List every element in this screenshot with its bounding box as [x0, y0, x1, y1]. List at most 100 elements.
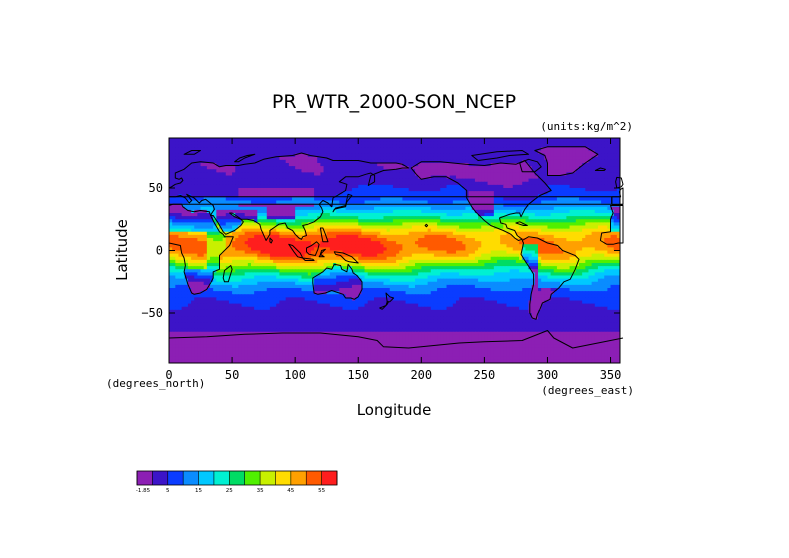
grid-cell [601, 206, 605, 211]
grid-cell [285, 188, 290, 192]
grid-cell [228, 166, 233, 170]
grid-cell [377, 200, 381, 205]
grid-cell [194, 200, 198, 205]
grid-cell [418, 197, 422, 202]
grid-cell [273, 178, 277, 183]
grid-cell [257, 203, 261, 208]
grid-cell [310, 178, 315, 183]
grid-cell [506, 234, 511, 239]
grid-cell [326, 216, 331, 220]
grid-cell [358, 222, 362, 227]
grid-cell [184, 200, 189, 205]
grid-cell [456, 153, 460, 158]
grid-cell [361, 144, 366, 148]
grid-cell [408, 150, 413, 155]
grid-cell [528, 238, 533, 242]
grid-cell [493, 228, 498, 233]
grid-cell [377, 175, 381, 180]
grid-cell [560, 184, 564, 189]
grid-cell [582, 241, 586, 245]
grid-cell [307, 181, 312, 186]
grid-cell [178, 200, 183, 205]
grid-cell [585, 216, 589, 220]
grid-cell [317, 138, 321, 142]
grid-cell [522, 241, 526, 245]
grid-cell [575, 244, 580, 248]
grid-cell [342, 163, 347, 167]
grid-cell [572, 209, 577, 214]
grid-cell [304, 169, 309, 173]
grid-cell [572, 156, 577, 161]
grid-cell [276, 197, 280, 202]
grid-cell [181, 178, 186, 183]
grid-cell [493, 138, 498, 142]
grid-cell [228, 150, 233, 155]
grid-cell [336, 181, 340, 186]
grid-cell [329, 228, 334, 233]
grid-cell [374, 153, 378, 158]
grid-cell [490, 213, 495, 217]
grid-cell [515, 219, 520, 223]
grid-cell [310, 156, 315, 161]
grid-cell [314, 234, 318, 239]
grid-cell [181, 156, 186, 161]
grid-cell [317, 219, 321, 223]
grid-cell [295, 188, 299, 192]
grid-cell [497, 222, 501, 227]
grid-cell [566, 150, 571, 155]
grid-cell [260, 222, 265, 227]
grid-cell [203, 219, 208, 223]
grid-cell [616, 238, 621, 242]
grid-cell [471, 169, 476, 173]
grid-cell [329, 138, 334, 142]
grid-cell [181, 153, 186, 158]
grid-cell [582, 159, 586, 164]
grid-cell [336, 213, 340, 217]
grid-cell [241, 234, 246, 239]
grid-cell [547, 144, 552, 148]
grid-cell [269, 200, 274, 205]
grid-cell [610, 172, 615, 177]
grid-cell [579, 209, 583, 214]
grid-cell [610, 169, 615, 173]
grid-cell [392, 166, 397, 170]
grid-cell [474, 234, 479, 239]
grid-cell [597, 203, 602, 208]
grid-cell [241, 153, 246, 158]
grid-cell [169, 153, 173, 158]
grid-cell [594, 181, 599, 186]
grid-cell [459, 197, 463, 202]
grid-cell [216, 222, 220, 227]
grid-cell [295, 222, 299, 227]
grid-cell [370, 194, 375, 198]
grid-cell [515, 222, 520, 227]
grid-cell [370, 163, 375, 167]
grid-cell [468, 244, 473, 248]
grid-cell [187, 219, 192, 223]
grid-cell [468, 184, 473, 189]
grid-cell [604, 206, 608, 211]
grid-cell [481, 228, 485, 233]
grid-cell [418, 188, 422, 192]
grid-cell [307, 175, 312, 180]
grid-cell [358, 144, 362, 148]
grid-cell [247, 191, 252, 195]
grid-cell [408, 197, 413, 202]
grid-cell [405, 197, 410, 202]
grid-cell [348, 231, 353, 236]
grid-cell [389, 216, 394, 220]
grid-cell [336, 156, 340, 161]
grid-cell [235, 209, 239, 214]
grid-cell [292, 209, 296, 214]
grid-cell [364, 197, 369, 202]
grid-cell [427, 241, 432, 245]
grid-cell [525, 169, 530, 173]
grid-cell [591, 156, 596, 161]
grid-cell [459, 159, 463, 164]
grid-cell [531, 241, 536, 245]
grid-cell [509, 219, 514, 223]
grid-cell [206, 181, 211, 186]
grid-cell [579, 184, 583, 189]
grid-cell [471, 178, 476, 183]
grid-cell [597, 219, 602, 223]
